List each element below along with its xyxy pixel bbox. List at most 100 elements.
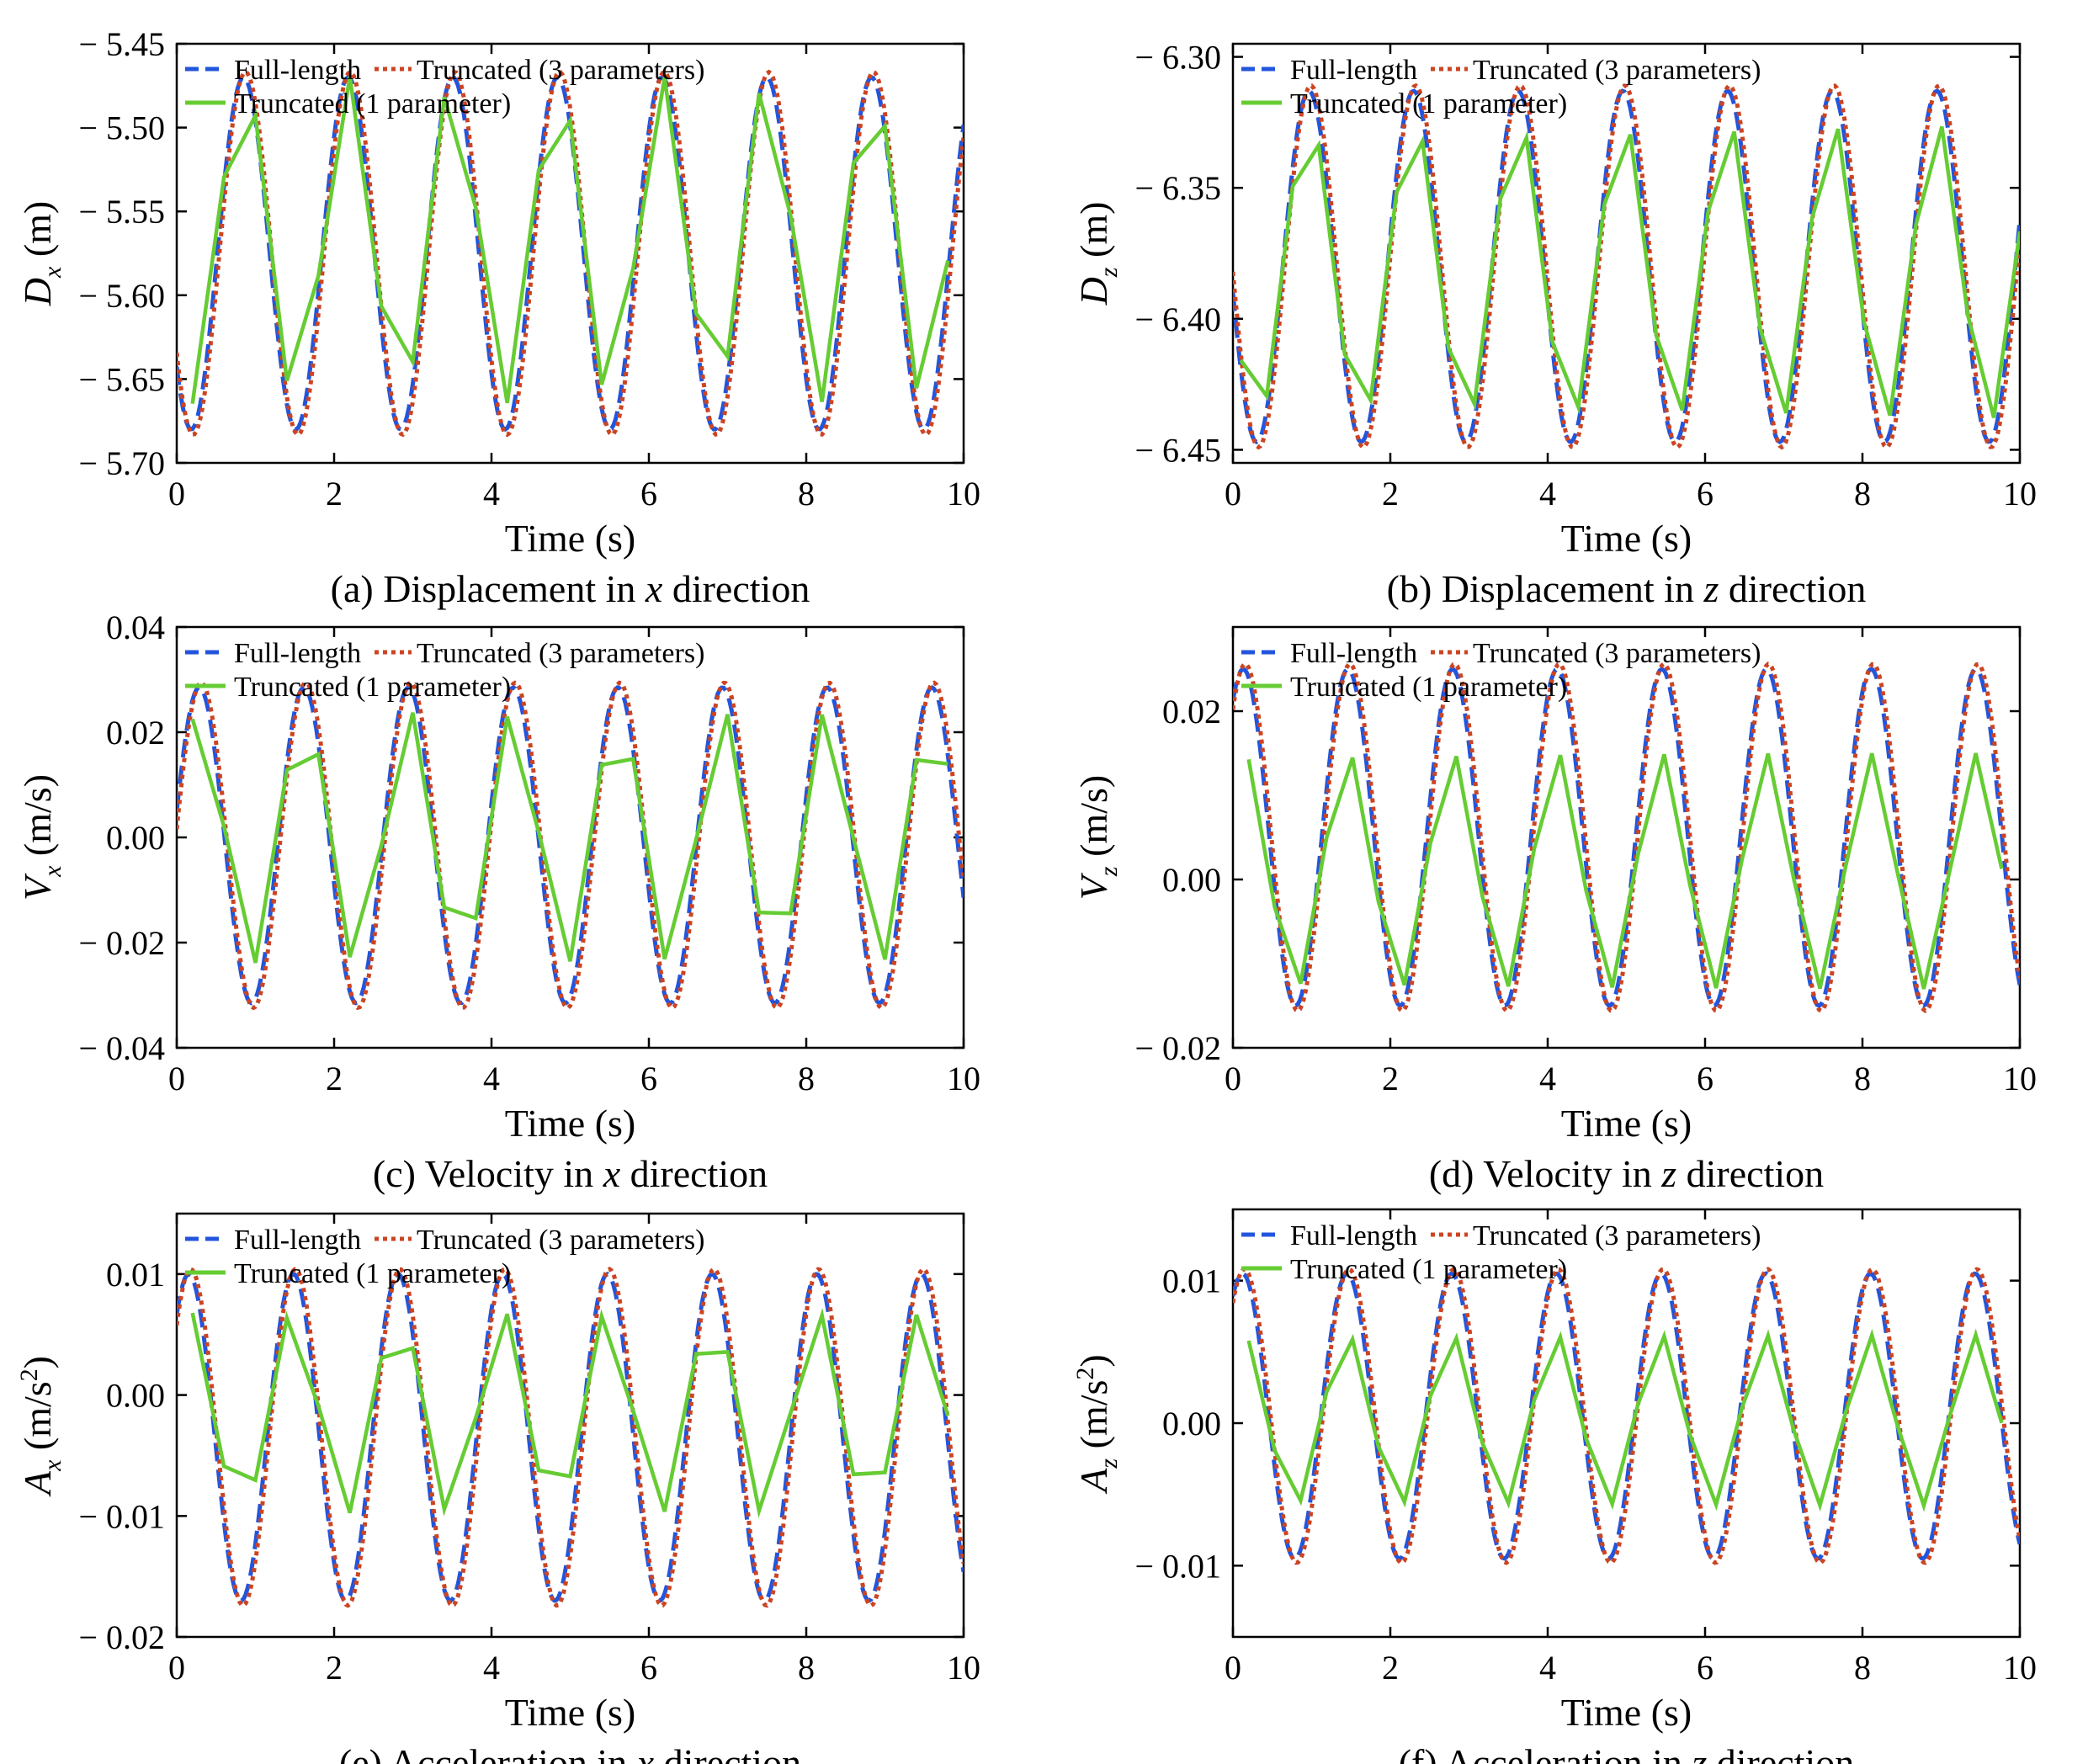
y-tick-label: 0.02: [1162, 693, 1221, 731]
legend-label-truncated-3: Truncated (3 parameters): [1473, 1220, 1761, 1251]
panel-a: 0 2 4 6 8 10 − 5.45 − 5.50 − 5.55 − 5.60 − 5.65 − 5…: [16, 25, 980, 610]
plot-frame: [175, 42, 965, 465]
series-full-length: [177, 1272, 964, 1603]
y-tick-label: − 0.01: [78, 1497, 165, 1535]
legend-label-truncated-3: Truncated (3 parameters): [417, 55, 704, 86]
x-tick-label: 10: [947, 475, 980, 513]
series-truncated-3: [1233, 82, 2020, 450]
legend: Full-length Truncated (3 parameters)Trunc…: [185, 1225, 704, 1289]
y-axis-label: Vx (m/s): [16, 774, 66, 901]
x-tick-label: 10: [2003, 475, 2037, 513]
y-axis-label: Vz (m/s): [1072, 775, 1123, 900]
series-truncated-1: [190, 1308, 950, 1519]
y-tick-label: − 6.45: [1134, 431, 1221, 469]
y-tick-label: − 5.70: [78, 444, 165, 482]
y-tick-label: 0.02: [106, 714, 165, 752]
series-full-length: [1233, 667, 2020, 1008]
panel-caption: (e) Acceleration in x direction: [339, 1741, 801, 1764]
series-group: [1233, 662, 2020, 1013]
x-tick-label: 0: [168, 1649, 185, 1687]
y-tick-label: 0.04: [106, 608, 165, 646]
legend-label-truncated-3: Truncated (3 parameters): [1473, 55, 1761, 86]
panel-caption: (f) Acceleration in z direction: [1399, 1741, 1855, 1764]
legend-label-truncated-1: Truncated (1 parameter): [234, 1258, 511, 1289]
series-truncated-1: [1239, 125, 2020, 418]
legend: Full-length Truncated (3 parameters)Trunc…: [185, 638, 704, 703]
legend-label-full-length: Full-length: [234, 1225, 361, 1256]
x-axis-label: Time (s): [505, 517, 636, 560]
legend-label-truncated-1: Truncated (1 parameter): [234, 88, 511, 120]
x-tick-label: 0: [168, 475, 185, 513]
y-axis-label: Ax (m/s2): [15, 1356, 66, 1497]
series-truncated-1: [1246, 1328, 2004, 1512]
y-axis-label: Dz (m): [1072, 202, 1123, 306]
x-tick-label: 2: [326, 475, 343, 513]
y-tick-label: − 5.50: [78, 109, 165, 147]
panel-caption: (d) Velocity in z direction: [1429, 1152, 1824, 1195]
panel-c: 0 2 4 6 8 10 0.04 0.02 0.00 − 0.02 − 0.04 Time (s) V…: [16, 608, 980, 1195]
x-tick-label: 6: [1697, 1060, 1713, 1097]
y-tick-label: − 5.45: [78, 25, 165, 63]
x-tick-label: 4: [1539, 1649, 1556, 1687]
y-tick-label: − 5.55: [78, 193, 165, 231]
y-tick-label: − 5.65: [78, 360, 165, 398]
x-axis-label: Time (s): [1561, 1102, 1692, 1145]
plot-frame: [1231, 42, 2022, 465]
y-axis-label: Az (m/s2): [1071, 1354, 1123, 1494]
x-tick-label: 8: [1854, 475, 1871, 513]
x-tick-label: 10: [947, 1649, 980, 1687]
x-tick-label: 2: [1382, 1649, 1399, 1687]
x-tick-label: 0: [1225, 475, 1241, 513]
x-tick-label: 10: [2003, 1060, 2037, 1097]
series-full-length: [1233, 1271, 2020, 1561]
legend: Full-length Truncated (3 parameters)Trunc…: [1241, 1220, 1761, 1285]
series-group: [177, 680, 964, 1011]
x-tick-label: 4: [483, 1649, 500, 1687]
x-tick-label: 4: [1539, 1060, 1556, 1097]
series-group: [177, 69, 964, 438]
panel-caption: (b) Displacement in z direction: [1387, 567, 1867, 610]
x-tick-label: 2: [326, 1649, 343, 1687]
x-axis-label: Time (s): [1561, 517, 1692, 560]
x-tick-label: 8: [798, 475, 815, 513]
x-tick-label: 0: [1225, 1060, 1241, 1097]
series-group: [1233, 82, 2020, 450]
series-truncated-1: [190, 712, 948, 964]
legend-label-truncated-1: Truncated (1 parameter): [1290, 1254, 1567, 1285]
legend-label-truncated-3: Truncated (3 parameters): [417, 638, 704, 669]
x-tick-label: 4: [1539, 475, 1556, 513]
plot-frame: [1231, 625, 2022, 1049]
x-tick-label: 10: [2003, 1649, 2037, 1687]
series-truncated-3: [177, 1267, 964, 1608]
x-tick-label: 8: [798, 1060, 815, 1097]
series-truncated-1: [1246, 752, 2004, 990]
legend-label-truncated-1: Truncated (1 parameter): [1290, 672, 1567, 703]
series-truncated-3: [1233, 1267, 2020, 1565]
y-tick-label: 0.00: [1162, 1405, 1221, 1443]
panel-d: 0 2 4 6 8 10 0.02 0.00 − 0.02 Time (s) Vz (m/s) (d)…: [1072, 625, 2037, 1195]
panel-e: 0 2 4 6 8 10 0.01 0.00 − 0.01 − 0.02 Time (s) Ax (m…: [15, 1212, 980, 1764]
y-tick-label: − 0.04: [78, 1029, 165, 1067]
y-tick-label: − 5.60: [78, 277, 165, 315]
legend: Full-length Truncated (3 parameters)Trunc…: [185, 55, 704, 120]
x-tick-label: 0: [1225, 1649, 1241, 1687]
x-tick-label: 10: [947, 1060, 980, 1097]
panel-f: 0 2 4 6 8 10 0.01 0.00 − 0.01 Time (s) Az (m/s2) (f…: [1071, 1208, 2037, 1764]
y-tick-label: − 0.02: [1134, 1029, 1221, 1067]
panel-b: 0 2 4 6 8 10 − 6.30 − 6.35 − 6.40 − 6.45 Time (s) D…: [1072, 39, 2037, 610]
x-tick-label: 8: [1854, 1060, 1871, 1097]
legend-label-truncated-1: Truncated (1 parameter): [234, 672, 511, 703]
legend-label-full-length: Full-length: [1290, 638, 1417, 669]
series-group: [177, 1267, 964, 1608]
legend-label-truncated-1: Truncated (1 parameter): [1290, 88, 1567, 120]
y-tick-label: 0.01: [1162, 1262, 1221, 1300]
x-tick-label: 6: [640, 475, 657, 513]
x-tick-label: 6: [1697, 1649, 1713, 1687]
legend-label-truncated-3: Truncated (3 parameters): [1473, 638, 1761, 669]
series-truncated-3: [177, 680, 964, 1011]
x-tick-label: 2: [326, 1060, 343, 1097]
y-axis-label: Dx (m): [16, 201, 66, 306]
series-truncated-3: [177, 69, 964, 438]
y-tick-label: − 6.40: [1134, 300, 1221, 338]
y-tick-label: − 6.35: [1134, 169, 1221, 207]
